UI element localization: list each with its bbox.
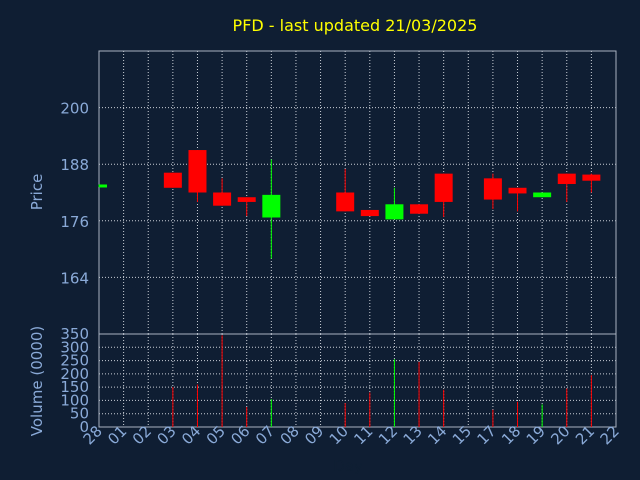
volume-axis-label: Volume (0000) (28, 326, 46, 436)
candle-body (360, 209, 379, 217)
volume-tick-label: 150 (60, 378, 89, 396)
x-tick-label: 21 (572, 422, 598, 448)
candle-body (483, 178, 502, 200)
x-axis-ticks: 2801020304050607080910111213141517181920… (80, 422, 623, 448)
x-tick-label: 06 (227, 422, 253, 448)
price-tick-label: 176 (60, 213, 89, 231)
candle-body (336, 192, 355, 212)
candle-body (533, 192, 552, 198)
x-tick-label: 05 (203, 422, 229, 448)
volume-tick-label: 250 (60, 352, 89, 370)
candle-body (434, 173, 453, 202)
candle-body (508, 187, 527, 194)
x-tick-label: 18 (498, 422, 524, 448)
x-tick-label: 17 (474, 422, 500, 448)
candle-body (557, 173, 576, 185)
volume-tick-label: 100 (60, 391, 89, 409)
chart-title: PFD - last updated 21/03/2025 (233, 16, 478, 35)
volume-tick-label: 50 (70, 405, 89, 423)
volume-tick-label: 350 (60, 325, 89, 343)
candle-body (188, 150, 207, 193)
x-tick-label: 09 (301, 422, 327, 448)
volume-tick-label: 200 (60, 365, 89, 383)
candle-body (385, 204, 404, 220)
x-tick-label: 10 (326, 422, 352, 448)
x-tick-label: 11 (350, 422, 376, 448)
x-tick-label: 03 (153, 422, 179, 448)
x-axis-label: Day (333, 457, 363, 475)
x-tick-label: 15 (449, 422, 475, 448)
candle-body (410, 204, 429, 214)
x-tick-label: 02 (129, 422, 155, 448)
x-tick-label: 19 (523, 422, 549, 448)
x-tick-label: 04 (178, 422, 204, 448)
candle-body (582, 174, 601, 181)
candle-body (99, 184, 107, 188)
x-tick-label: 01 (104, 422, 130, 448)
price-tick-label: 188 (60, 156, 89, 174)
volume-tick-label: 300 (60, 338, 89, 356)
price-axis-label: Price (28, 174, 46, 211)
candle-body (213, 192, 232, 206)
price-tick-label: 200 (60, 100, 89, 118)
price-panel: 164 176 188 200 (60, 50, 617, 335)
x-tick-label: 13 (400, 422, 426, 448)
price-tick-label: 164 (60, 269, 89, 287)
volume-tick-label: 0 (79, 418, 89, 436)
volume-plot-frame (98, 333, 617, 428)
x-tick-label: 14 (424, 422, 450, 448)
candle-body (262, 194, 281, 218)
x-tick-label: 07 (252, 422, 278, 448)
candle-body (163, 172, 182, 188)
x-tick-label: 20 (547, 422, 573, 448)
x-tick-label: 22 (597, 422, 623, 448)
x-tick-label: 12 (375, 422, 401, 448)
candle-body (237, 197, 256, 202)
x-tick-label: 08 (277, 422, 303, 448)
